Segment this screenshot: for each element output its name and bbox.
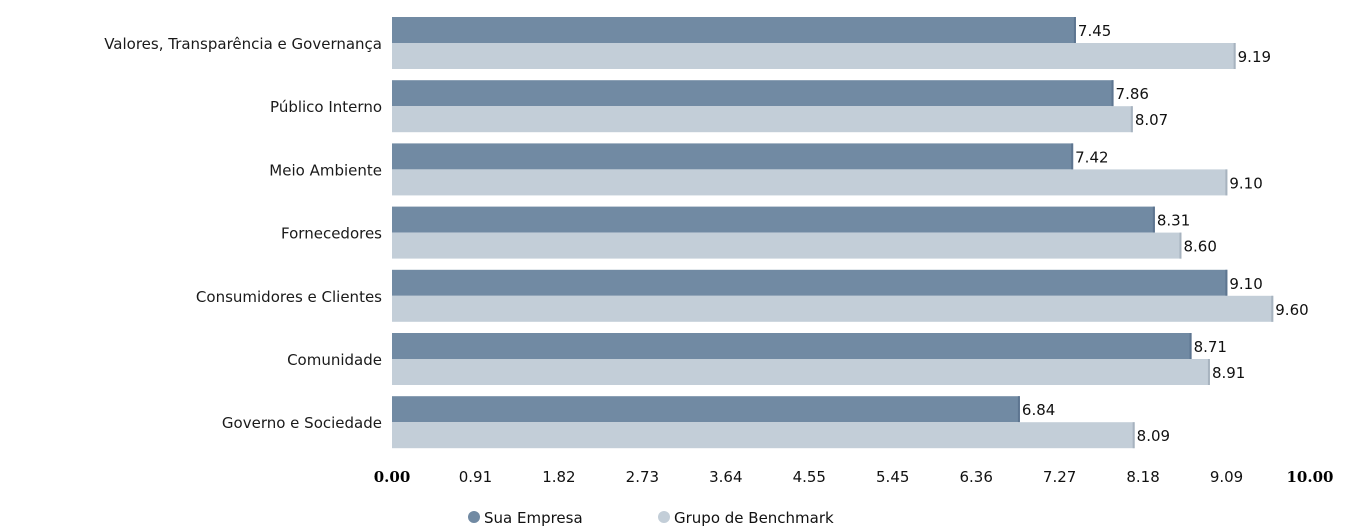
x-tick-label: 1.82 <box>542 468 575 486</box>
bar-grupo-de-benchmark[interactable] <box>392 295 1274 322</box>
bar-end-marker <box>1152 206 1155 233</box>
legend-label[interactable]: Grupo de Benchmark <box>674 509 834 527</box>
category-labels-group: Valores, Transparência e Governança Públi… <box>104 35 382 432</box>
x-tick-label: 0.00 <box>374 468 411 486</box>
value-label: 6.84 <box>1022 401 1055 419</box>
bar-grupo-de-benchmark[interactable] <box>392 169 1228 196</box>
category-label: Comunidade <box>287 351 382 369</box>
category-label: Governo e Sociedade <box>222 414 382 432</box>
value-label: 7.42 <box>1075 148 1108 166</box>
value-labels-group: 7.45 9.19 7.86 8.07 7.42 9.10 8.31 8.60 9.10 9.60… <box>1022 22 1309 445</box>
bar-end-marker <box>1111 80 1114 107</box>
value-label: 9.19 <box>1238 48 1271 66</box>
value-label: 8.91 <box>1212 364 1245 382</box>
bar-end-marker <box>1132 422 1135 449</box>
bar-end-marker <box>1225 269 1228 296</box>
bar-end-marker <box>1233 43 1236 69</box>
x-tick-label: 7.27 <box>1043 468 1076 486</box>
bar-end-marker <box>1073 17 1076 43</box>
category-label: Fornecedores <box>281 225 382 243</box>
x-tick-label: 9.09 <box>1210 468 1243 486</box>
bar-end-marker <box>1225 169 1228 196</box>
category-label: Valores, Transparência e Governança <box>104 35 382 53</box>
bar-sua-empresa[interactable] <box>392 206 1155 233</box>
x-tick-label: 8.18 <box>1126 468 1159 486</box>
x-tick-label: 5.45 <box>876 468 909 486</box>
x-tick-label: 3.64 <box>709 468 742 486</box>
bar-sua-empresa[interactable] <box>392 333 1192 359</box>
bar-end-marker <box>1271 295 1274 322</box>
x-axis-ticks-group: 0.00 0.91 1.82 2.73 3.64 4.55 5.45 6.36 7.27 8.18… <box>374 468 1334 486</box>
bar-sua-empresa[interactable] <box>392 269 1228 296</box>
bar-sua-empresa[interactable] <box>392 80 1114 107</box>
bar-grupo-de-benchmark[interactable] <box>392 359 1210 385</box>
bar-grupo-de-benchmark[interactable] <box>392 422 1135 449</box>
value-label: 8.07 <box>1135 111 1168 129</box>
legend-label[interactable]: Sua Empresa <box>484 509 583 527</box>
bar-grupo-de-benchmark[interactable] <box>392 43 1236 69</box>
bar-sua-empresa[interactable] <box>392 396 1020 423</box>
value-label: 8.31 <box>1157 212 1190 230</box>
category-label: Consumidores e Clientes <box>196 288 382 306</box>
category-label: Público Interno <box>270 98 382 116</box>
value-label: 8.71 <box>1194 338 1227 356</box>
value-label: 7.45 <box>1078 22 1111 40</box>
value-label: 7.86 <box>1116 85 1149 103</box>
bar-sua-empresa[interactable] <box>392 143 1074 170</box>
legend: Sua Empresa Grupo de Benchmark <box>468 509 834 527</box>
category-label: Meio Ambiente <box>269 161 382 179</box>
bar-end-marker <box>1071 143 1074 170</box>
bar-end-marker <box>1130 106 1133 133</box>
legend-marker <box>658 511 670 523</box>
bar-sua-empresa[interactable] <box>392 17 1076 43</box>
bar-end-marker <box>1189 333 1192 359</box>
value-label: 9.10 <box>1229 174 1262 192</box>
x-tick-label: 6.36 <box>959 468 992 486</box>
value-label: 8.60 <box>1183 238 1216 256</box>
bar-end-marker <box>1207 359 1210 385</box>
legend-marker <box>468 511 480 523</box>
x-tick-label: 4.55 <box>793 468 826 486</box>
x-tick-label: 0.91 <box>459 468 492 486</box>
bar-grupo-de-benchmark[interactable] <box>392 232 1182 259</box>
value-label: 9.10 <box>1229 275 1262 293</box>
bars-group <box>392 17 1274 449</box>
value-label: 8.09 <box>1137 427 1170 445</box>
bar-end-marker <box>1179 232 1182 259</box>
x-tick-label: 10.00 <box>1287 468 1334 486</box>
x-tick-label: 2.73 <box>626 468 659 486</box>
bar-grupo-de-benchmark[interactable] <box>392 106 1133 133</box>
value-label: 9.60 <box>1275 301 1308 319</box>
bar-end-marker <box>1017 396 1020 423</box>
